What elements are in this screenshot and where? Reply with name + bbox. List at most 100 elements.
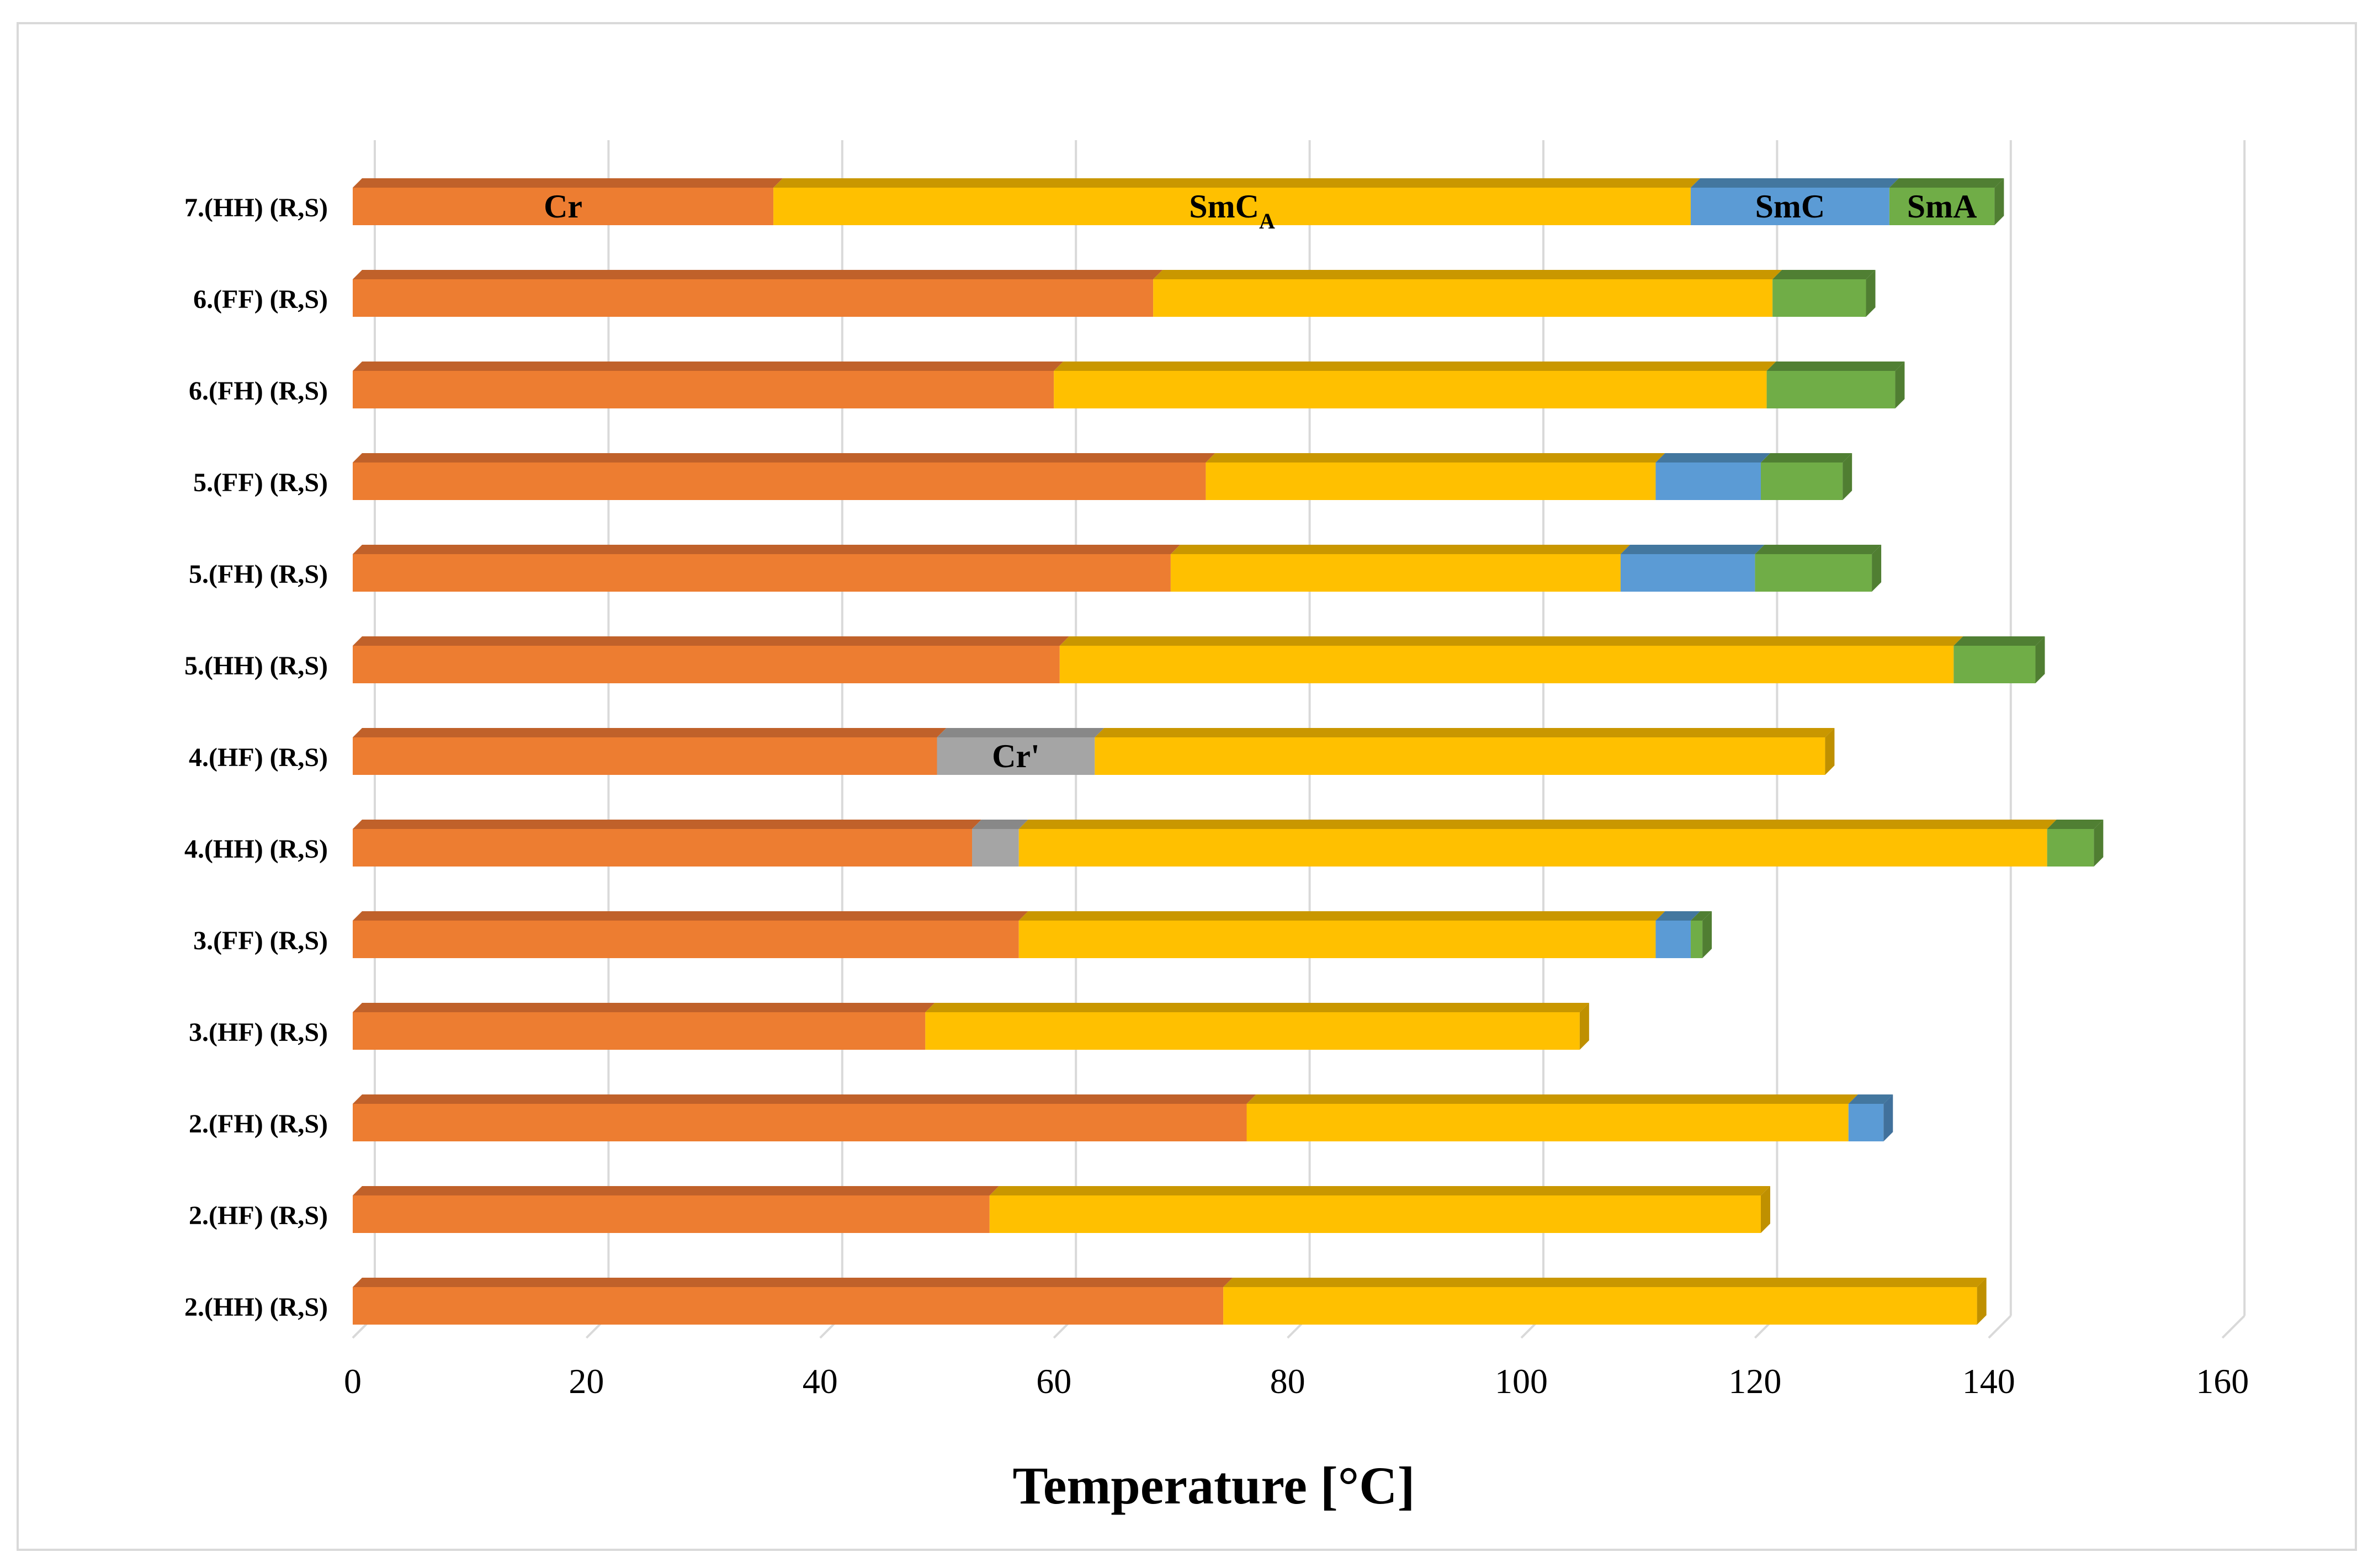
bar-segment-top bbox=[1153, 270, 1782, 279]
bar-segment-top bbox=[925, 1003, 1589, 1012]
bar-end-side bbox=[1866, 270, 1876, 317]
bar-end-side bbox=[1760, 1186, 1770, 1233]
bar-end-side bbox=[1977, 1278, 1987, 1325]
x-tick-labels: 0 20 40 60 80 100 120 140 160 bbox=[344, 1362, 2249, 1401]
bar-segment-top bbox=[353, 453, 1215, 463]
bar-end-side bbox=[2035, 636, 2045, 683]
bar-segment bbox=[1095, 737, 1825, 775]
category-label: 2.(HF) (R,S) bbox=[189, 1201, 328, 1230]
bar-row bbox=[353, 1094, 1893, 1141]
bar-segment bbox=[1223, 1287, 1977, 1325]
bar-segment-top bbox=[1095, 728, 1835, 737]
bar-segment-top bbox=[1054, 362, 1776, 371]
bar-segment-top bbox=[353, 1003, 935, 1012]
bar-segment bbox=[1018, 829, 2047, 867]
bar-segment bbox=[353, 279, 1154, 317]
bar-segment-top bbox=[1059, 636, 1963, 646]
bar-segment-top bbox=[1760, 453, 1852, 463]
bar-segment-top bbox=[353, 636, 1069, 646]
bar-segment bbox=[353, 188, 774, 225]
bar-end-side bbox=[1883, 1094, 1893, 1141]
bar-segment-top bbox=[773, 178, 1700, 188]
bar-segment-top bbox=[989, 1186, 1770, 1195]
bar-segment-top bbox=[1772, 270, 1876, 279]
bar-segment-top bbox=[1170, 545, 1630, 554]
bar-row bbox=[353, 545, 1882, 592]
category-label: 2.(FH) (R,S) bbox=[189, 1109, 328, 1139]
category-labels: 7.(HH) (R,S) 6.(FF) (R,S) 6.(FH) (R,S) 5.(F… bbox=[184, 193, 328, 1322]
segment-label: Cr bbox=[544, 188, 582, 225]
bar-segment-top bbox=[353, 1186, 999, 1195]
bar-row bbox=[353, 1186, 1770, 1233]
bar-segment bbox=[1772, 279, 1866, 317]
bar-end-side bbox=[1579, 1003, 1589, 1050]
bar-row bbox=[353, 453, 1852, 500]
bar-end-side bbox=[1825, 728, 1835, 775]
bar-row bbox=[353, 178, 2004, 225]
bar-segment-top bbox=[1755, 545, 1882, 554]
bar-row bbox=[353, 362, 1905, 408]
bar-segment bbox=[937, 737, 1095, 775]
x-tick-label: 120 bbox=[1728, 1362, 1781, 1401]
bar-segment-top bbox=[1246, 1094, 1858, 1104]
bar-segment bbox=[1766, 371, 1896, 408]
bar-segment-top bbox=[972, 820, 1028, 829]
category-label: 6.(FF) (R,S) bbox=[193, 285, 328, 314]
bar-segment bbox=[353, 371, 1054, 408]
segment-label: SmC bbox=[1755, 188, 1825, 225]
bar-segment bbox=[353, 829, 973, 867]
bar-segment-top bbox=[353, 728, 947, 737]
bar-segment bbox=[353, 1195, 990, 1233]
bar-row bbox=[353, 636, 2045, 683]
bar-segment-top bbox=[1889, 178, 2004, 188]
gridline-floor bbox=[1988, 1315, 2012, 1339]
category-label: 2.(HH) (R,S) bbox=[184, 1293, 328, 1322]
segment-label: SmA bbox=[1907, 188, 1977, 225]
segment-label-subscript: A bbox=[1259, 209, 1275, 233]
bar-end-side bbox=[1994, 178, 2004, 225]
bar-segment-top bbox=[353, 820, 982, 829]
segment-label: Cr' bbox=[992, 738, 1040, 774]
bar-segment bbox=[1170, 554, 1621, 592]
gridline-floor bbox=[2221, 1315, 2245, 1339]
category-label: 5.(FH) (R,S) bbox=[189, 560, 328, 589]
bar-segment bbox=[1889, 188, 1995, 225]
bar-segment bbox=[353, 463, 1206, 500]
x-axis-title: Temperature [°C] bbox=[1013, 1456, 1415, 1515]
bar-segment-top bbox=[353, 1278, 1233, 1287]
category-label: 6.(FH) (R,S) bbox=[189, 376, 328, 406]
bar-row bbox=[353, 911, 1712, 958]
bar-segment bbox=[353, 1287, 1224, 1325]
bar-segment bbox=[1059, 646, 1954, 683]
bar-segment-top bbox=[1018, 820, 2057, 829]
x-tick-label: 40 bbox=[803, 1362, 838, 1401]
bar-segment-top bbox=[1018, 911, 1665, 921]
bar-segment bbox=[1054, 371, 1767, 408]
bar-segment bbox=[353, 1012, 926, 1050]
category-label: 3.(HF) (R,S) bbox=[189, 1018, 328, 1047]
bar-segment-top bbox=[353, 178, 783, 188]
bar-segment-top bbox=[1655, 453, 1770, 463]
bar-segment bbox=[1018, 921, 1656, 958]
bar-segment bbox=[1848, 1104, 1884, 1141]
bar-segment-top bbox=[1953, 636, 2045, 646]
bar-row bbox=[353, 820, 2104, 867]
bar-segment-top bbox=[1620, 545, 1765, 554]
bar-segment-top bbox=[353, 270, 1163, 279]
category-label: 4.(HF) (R,S) bbox=[189, 743, 328, 772]
bar-segment bbox=[1760, 463, 1843, 500]
category-label: 5.(HH) (R,S) bbox=[184, 651, 328, 681]
bar-segment bbox=[1206, 463, 1656, 500]
x-tick-label: 0 bbox=[344, 1362, 362, 1401]
bar-segment bbox=[773, 188, 1691, 225]
x-tick-label: 160 bbox=[2196, 1362, 2249, 1401]
bar-segment-top bbox=[2047, 820, 2104, 829]
bar-segment bbox=[353, 1104, 1247, 1141]
bar-segment-top bbox=[353, 545, 1180, 554]
bar-segment-top bbox=[1848, 1094, 1893, 1104]
bar-segment bbox=[2047, 829, 2094, 867]
category-label: 7.(HH) (R,S) bbox=[184, 193, 328, 222]
bar-segment bbox=[1655, 921, 1691, 958]
